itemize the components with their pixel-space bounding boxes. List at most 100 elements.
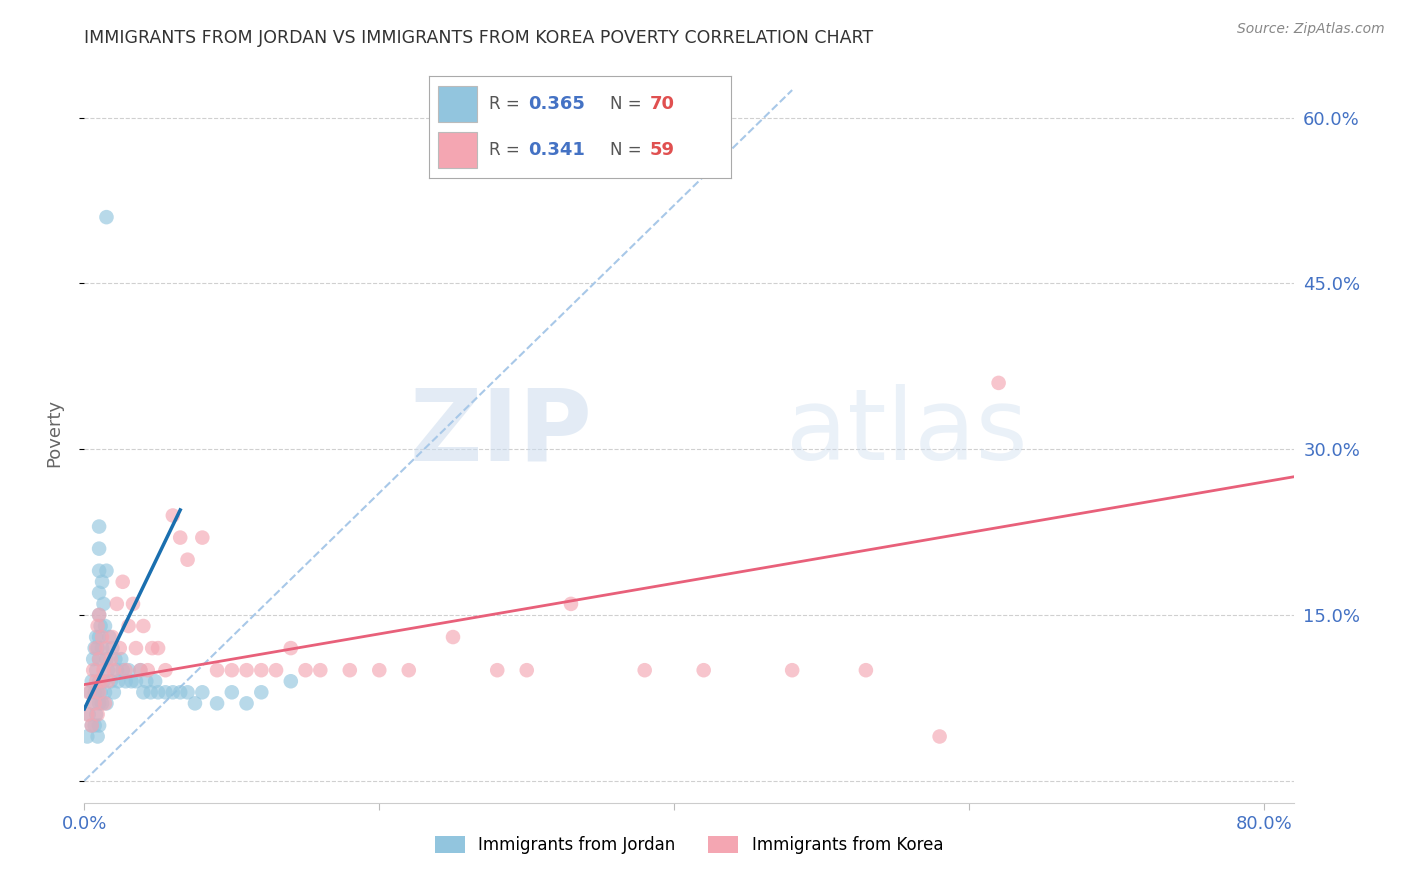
- Y-axis label: Poverty: Poverty: [45, 399, 63, 467]
- Point: [90, 619, 112, 633]
- Point: [155, 685, 177, 699]
- Point: [87, 652, 110, 666]
- Point: [94, 685, 117, 699]
- Point: [84, 674, 107, 689]
- Point: [309, 663, 332, 677]
- Point: [84, 707, 107, 722]
- Text: R =: R =: [489, 95, 526, 113]
- Text: 0.365: 0.365: [529, 95, 585, 113]
- Point: [96, 641, 118, 656]
- Point: [191, 685, 214, 699]
- FancyBboxPatch shape: [437, 132, 477, 168]
- Point: [108, 641, 131, 656]
- Point: [77, 707, 100, 722]
- Point: [114, 663, 136, 677]
- Point: [84, 663, 107, 677]
- Point: [105, 663, 128, 677]
- Point: [107, 674, 129, 689]
- Point: [141, 641, 163, 656]
- Point: [76, 707, 98, 722]
- Point: [91, 697, 114, 711]
- Text: ZIP: ZIP: [409, 384, 592, 481]
- Point: [250, 663, 273, 677]
- Point: [100, 652, 122, 666]
- Point: [634, 663, 657, 677]
- Point: [560, 597, 582, 611]
- Point: [111, 574, 134, 589]
- Point: [97, 674, 120, 689]
- Point: [176, 552, 198, 566]
- Text: atlas: atlas: [786, 384, 1028, 481]
- Point: [221, 663, 243, 677]
- Point: [117, 619, 139, 633]
- Point: [87, 586, 110, 600]
- Point: [136, 663, 159, 677]
- Point: [987, 376, 1010, 390]
- Point: [87, 541, 110, 556]
- Point: [91, 630, 114, 644]
- Point: [101, 630, 124, 644]
- Point: [441, 630, 464, 644]
- Point: [221, 685, 243, 699]
- Point: [125, 641, 148, 656]
- Point: [97, 663, 120, 677]
- Point: [139, 685, 162, 699]
- Point: [87, 685, 110, 699]
- Point: [486, 663, 509, 677]
- Point: [87, 630, 110, 644]
- Point: [100, 674, 122, 689]
- Point: [80, 718, 103, 732]
- Point: [780, 663, 803, 677]
- Point: [155, 663, 177, 677]
- Point: [76, 730, 98, 744]
- Point: [132, 619, 155, 633]
- Point: [93, 597, 115, 611]
- Point: [86, 685, 108, 699]
- Point: [87, 564, 110, 578]
- Point: [125, 674, 148, 689]
- Point: [82, 663, 104, 677]
- Point: [96, 210, 118, 224]
- Point: [162, 508, 184, 523]
- Point: [87, 652, 110, 666]
- Point: [264, 663, 287, 677]
- Point: [146, 641, 169, 656]
- Point: [280, 674, 302, 689]
- Text: N =: N =: [610, 95, 647, 113]
- Point: [162, 685, 184, 699]
- Point: [928, 730, 950, 744]
- Point: [96, 652, 118, 666]
- Point: [339, 663, 361, 677]
- Point: [135, 674, 157, 689]
- Point: [280, 641, 302, 656]
- Text: IMMIGRANTS FROM JORDAN VS IMMIGRANTS FROM KOREA POVERTY CORRELATION CHART: IMMIGRANTS FROM JORDAN VS IMMIGRANTS FRO…: [84, 29, 873, 47]
- Point: [103, 685, 125, 699]
- Point: [105, 597, 128, 611]
- Point: [143, 674, 166, 689]
- Point: [87, 718, 110, 732]
- Point: [87, 674, 110, 689]
- Point: [176, 685, 198, 699]
- Point: [96, 697, 118, 711]
- Point: [93, 663, 115, 677]
- Point: [132, 685, 155, 699]
- Point: [79, 685, 101, 699]
- Point: [82, 652, 104, 666]
- Point: [83, 641, 105, 656]
- Point: [90, 685, 112, 699]
- Point: [93, 674, 115, 689]
- FancyBboxPatch shape: [437, 87, 477, 122]
- Text: 0.341: 0.341: [529, 141, 585, 159]
- Point: [294, 663, 316, 677]
- Point: [169, 685, 191, 699]
- Point: [117, 663, 139, 677]
- Point: [205, 663, 228, 677]
- Point: [84, 630, 107, 644]
- Point: [114, 674, 136, 689]
- Point: [87, 607, 110, 622]
- Text: N =: N =: [610, 141, 647, 159]
- Point: [129, 663, 152, 677]
- Point: [84, 641, 107, 656]
- Text: R =: R =: [489, 141, 526, 159]
- Legend: Immigrants from Jordan, Immigrants from Korea: Immigrants from Jordan, Immigrants from …: [427, 830, 950, 861]
